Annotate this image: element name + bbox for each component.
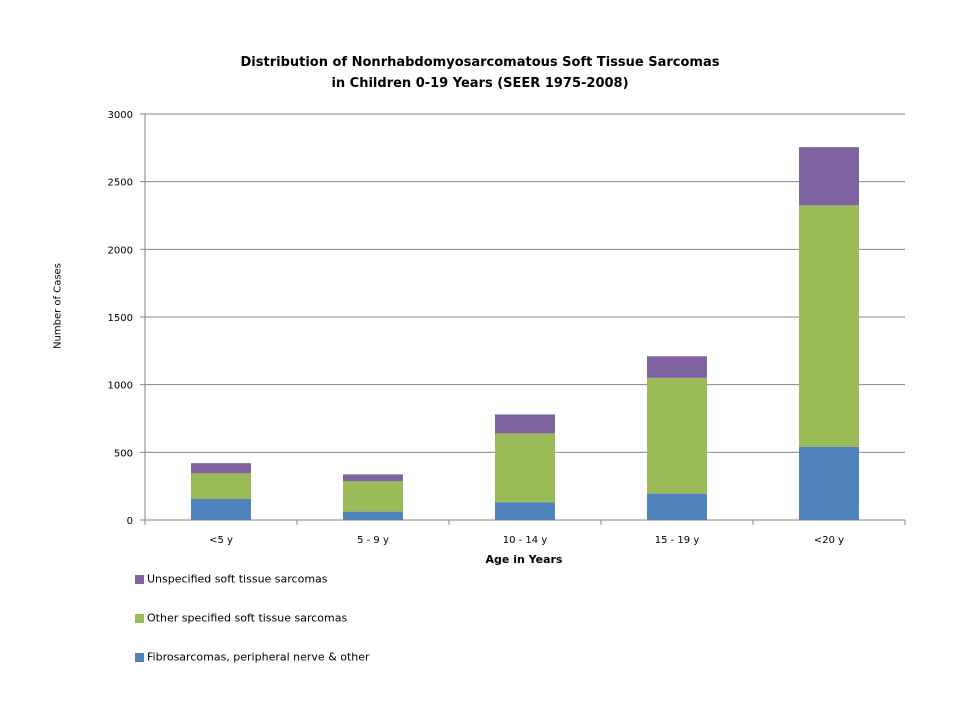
y-tick-label: 0 — [127, 516, 133, 527]
chart-title-line-2: in Children 0-19 Years (SEER 1975-2008) — [331, 76, 629, 91]
bar-segment — [343, 481, 403, 512]
x-tick-label: 5 - 9 y — [357, 535, 389, 546]
legend-label-unspecified: Unspecified soft tissue sarcomas — [147, 572, 328, 586]
bar-segment — [343, 511, 403, 520]
bar-segment — [343, 474, 403, 482]
x-tick-label: 15 - 19 y — [655, 535, 700, 546]
bar-segment — [647, 493, 707, 520]
bar-segment — [191, 473, 251, 500]
bar-segment — [495, 414, 555, 434]
bar-segment — [647, 356, 707, 378]
bar-segment — [495, 502, 555, 520]
bar-segment — [799, 446, 859, 520]
legend-item-fibrosarcomas: Fibrosarcomas, peripheral nerve & other — [135, 650, 370, 664]
legend-item-other-specified: Other specified soft tissue sarcomas — [135, 611, 347, 625]
y-tick-label: 500 — [114, 448, 133, 459]
bar-segment — [799, 205, 859, 447]
legend-swatch-other-specified — [135, 613, 144, 623]
y-tick-label: 3000 — [108, 110, 133, 121]
y-axis-label: Number of Cases — [52, 263, 64, 349]
legend-label-other-specified: Other specified soft tissue sarcomas — [147, 611, 348, 625]
x-tick-label: 10 - 14 y — [503, 535, 548, 546]
legend-swatch-unspecified — [135, 574, 144, 584]
legend-label-fibrosarcomas: Fibrosarcomas, peripheral nerve & other — [147, 650, 370, 664]
y-tick-label: 1500 — [108, 313, 133, 324]
x-tick-label: <20 y — [814, 535, 844, 546]
bar-segment — [191, 499, 251, 520]
chart-title: Distribution of Nonrhabdomyosarcomatous … — [0, 52, 960, 94]
x-axis-label: Age in Years — [485, 553, 563, 566]
legend-item-unspecified: Unspecified soft tissue sarcomas — [135, 572, 328, 586]
y-tick-label: 1000 — [108, 381, 133, 392]
chart-title-line-1: Distribution of Nonrhabdomyosarcomatous … — [240, 55, 720, 70]
bar-segment — [647, 377, 707, 494]
x-tick-label: <5 y — [209, 535, 233, 546]
bar-segment — [495, 433, 555, 503]
y-tick-label: 2000 — [108, 245, 133, 256]
bar-segment — [191, 463, 251, 474]
legend-swatch-fibrosarcomas — [135, 652, 144, 662]
bar-segment — [799, 147, 859, 206]
y-tick-label: 2500 — [108, 178, 133, 189]
